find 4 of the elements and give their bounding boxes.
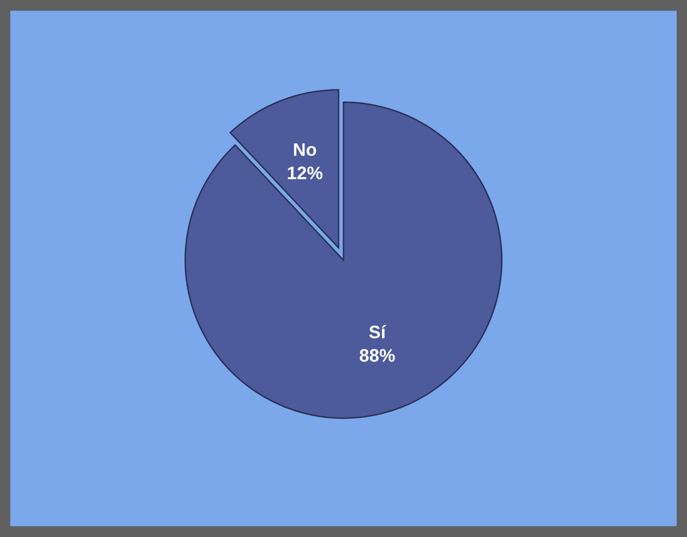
- slice-label: Sí: [369, 324, 386, 338]
- data-label: 88%: [360, 348, 395, 362]
- data-label: 12%: [288, 166, 322, 180]
- slice-label: No: [294, 143, 316, 156]
